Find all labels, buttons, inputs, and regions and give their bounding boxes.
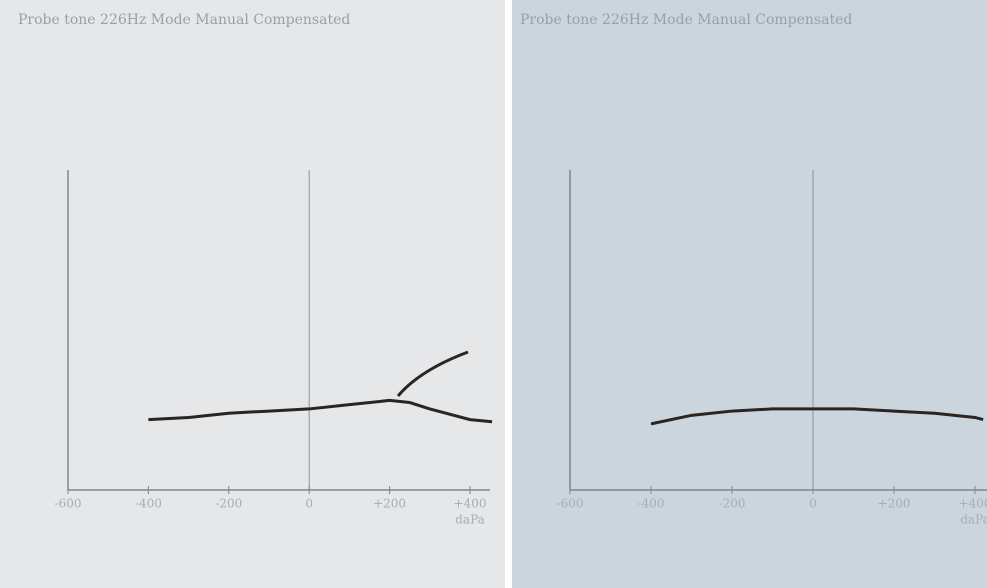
photo: Probe tone 226Hz Mode Manual Compensated… bbox=[0, 0, 987, 588]
x-tick-label: -600 bbox=[55, 497, 82, 511]
x-tick-label: 0 bbox=[305, 497, 313, 511]
x-tick-label: +400 bbox=[454, 497, 487, 511]
header: Probe tone 226Hz Mode Manual Compensated bbox=[520, 12, 852, 28]
x-tick-label: -200 bbox=[215, 497, 242, 511]
x-tick-label: -200 bbox=[719, 497, 746, 511]
x-tick-label: -400 bbox=[638, 497, 665, 511]
x-unit: daPa bbox=[960, 513, 987, 527]
x-tick-label: -400 bbox=[135, 497, 162, 511]
x-tick-label: 0 bbox=[809, 497, 817, 511]
x-tick-label: +200 bbox=[878, 497, 911, 511]
x-unit: daPa bbox=[455, 513, 485, 527]
x-tick-label: -600 bbox=[557, 497, 584, 511]
x-tick-label: +200 bbox=[373, 497, 406, 511]
header: Probe tone 226Hz Mode Manual Compensated bbox=[18, 12, 350, 28]
x-tick-label: +400 bbox=[959, 497, 987, 511]
